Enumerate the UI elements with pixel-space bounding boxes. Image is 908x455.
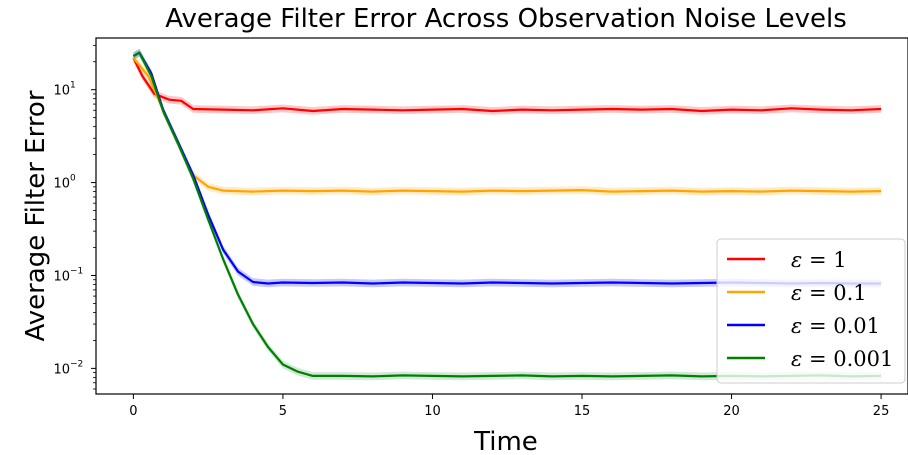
legend-label-3: ε = 0.001: [791, 347, 893, 371]
y-tick-exponent: −2: [70, 359, 83, 369]
x-tick-label: 25: [873, 404, 890, 419]
y-axis-title: Average Filter Error: [21, 90, 51, 341]
y-tick-exponent: 1: [70, 81, 76, 91]
y-tick-label: 10: [53, 269, 70, 284]
series-band-0: [133, 54, 882, 115]
y-tick-label: 10: [53, 177, 70, 192]
legend-box: [716, 238, 906, 384]
x-tick-label: 20: [723, 404, 740, 419]
plot-frame: [95, 37, 908, 395]
y-tick-exponent: −1: [70, 266, 83, 276]
legend-label-2: ε = 0.01: [791, 314, 880, 338]
y-tick-label: 10: [53, 84, 70, 99]
x-tick-label: 5: [279, 404, 287, 419]
x-axis: 0 5 10 15 20 25: [129, 394, 889, 419]
x-tick-label: 0: [129, 404, 137, 419]
series-band-1: [133, 54, 882, 196]
x-tick-label: 15: [574, 404, 591, 419]
series-line-1: [132, 57, 882, 193]
chart-title: Average Filter Error Across Observation …: [165, 4, 846, 34]
x-axis-title: Time: [473, 427, 538, 455]
series-line-0: [132, 57, 882, 113]
y-tick-exponent: 0: [70, 174, 76, 184]
x-tick-label: 10: [424, 404, 441, 419]
y-tick-label: 10: [53, 362, 70, 377]
legend: ε = 1 ε = 0.1 ε = 0.01 ε = 0.001: [716, 238, 906, 384]
legend-label-0: ε = 1: [791, 248, 847, 272]
legend-label-1: ε = 0.1: [791, 281, 867, 305]
